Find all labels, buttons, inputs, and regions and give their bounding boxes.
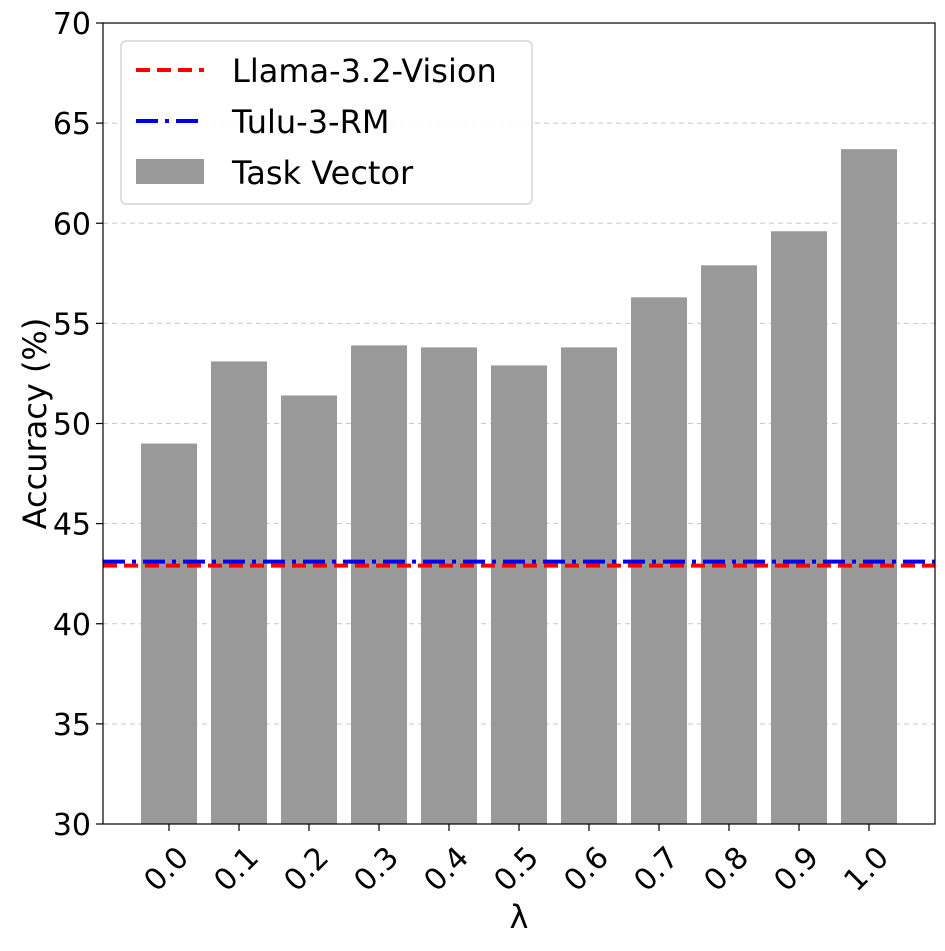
y-tick-label: 45 (53, 508, 91, 543)
y-tick-label: 65 (53, 107, 91, 142)
y-axis-ticks: 30 35 40 45 50 55 60 65 70 (53, 7, 103, 843)
x-tick-label: 0.4 (417, 840, 475, 898)
x-tick-label: 0.9 (767, 840, 825, 898)
x-tick-label: 0.8 (697, 840, 755, 898)
legend-label-task-vector: Task Vector (231, 154, 414, 192)
bar (841, 149, 897, 825)
y-axis-label: Accuracy (%) (16, 318, 54, 530)
bar (211, 361, 267, 824)
bar (421, 347, 477, 824)
x-tick-label: 0.2 (277, 840, 335, 898)
y-tick-label: 50 (53, 408, 91, 443)
bar (491, 365, 547, 824)
legend-label-tulu: Tulu-3-RM (231, 103, 389, 141)
bars (141, 149, 897, 825)
y-tick-label: 55 (53, 307, 91, 342)
x-tick-label: 0.1 (207, 840, 265, 898)
y-tick-label: 30 (53, 808, 91, 843)
x-tick-label: 0.0 (137, 840, 195, 898)
bar (701, 265, 757, 824)
y-tick-label: 35 (53, 708, 91, 743)
bar (561, 347, 617, 824)
bar (771, 231, 827, 824)
y-tick-label: 60 (53, 207, 91, 242)
legend-label-llama: Llama-3.2-Vision (232, 52, 497, 90)
x-tick-label: 0.5 (487, 840, 545, 898)
x-axis-label: λ (510, 898, 529, 936)
y-tick-label: 70 (53, 7, 91, 42)
x-tick-label: 0.3 (347, 840, 405, 898)
bar (141, 443, 197, 824)
x-axis-ticks: 0.0 0.1 0.2 0.3 0.4 0.5 0.6 0.7 0.8 0.9 1.0 (137, 824, 896, 899)
y-tick-label: 40 (53, 608, 91, 643)
x-tick-label: 1.0 (837, 840, 895, 898)
legend-box (120, 40, 533, 205)
bar (351, 345, 407, 824)
legend-swatch-task-vector (136, 159, 204, 184)
reference-lines (103, 559, 935, 568)
bar (281, 395, 337, 824)
x-tick-label: 0.6 (557, 840, 615, 898)
legend: Llama-3.2-Vision Tulu-3-RM Task Vector (120, 40, 533, 205)
x-tick-label: 0.7 (627, 840, 685, 898)
